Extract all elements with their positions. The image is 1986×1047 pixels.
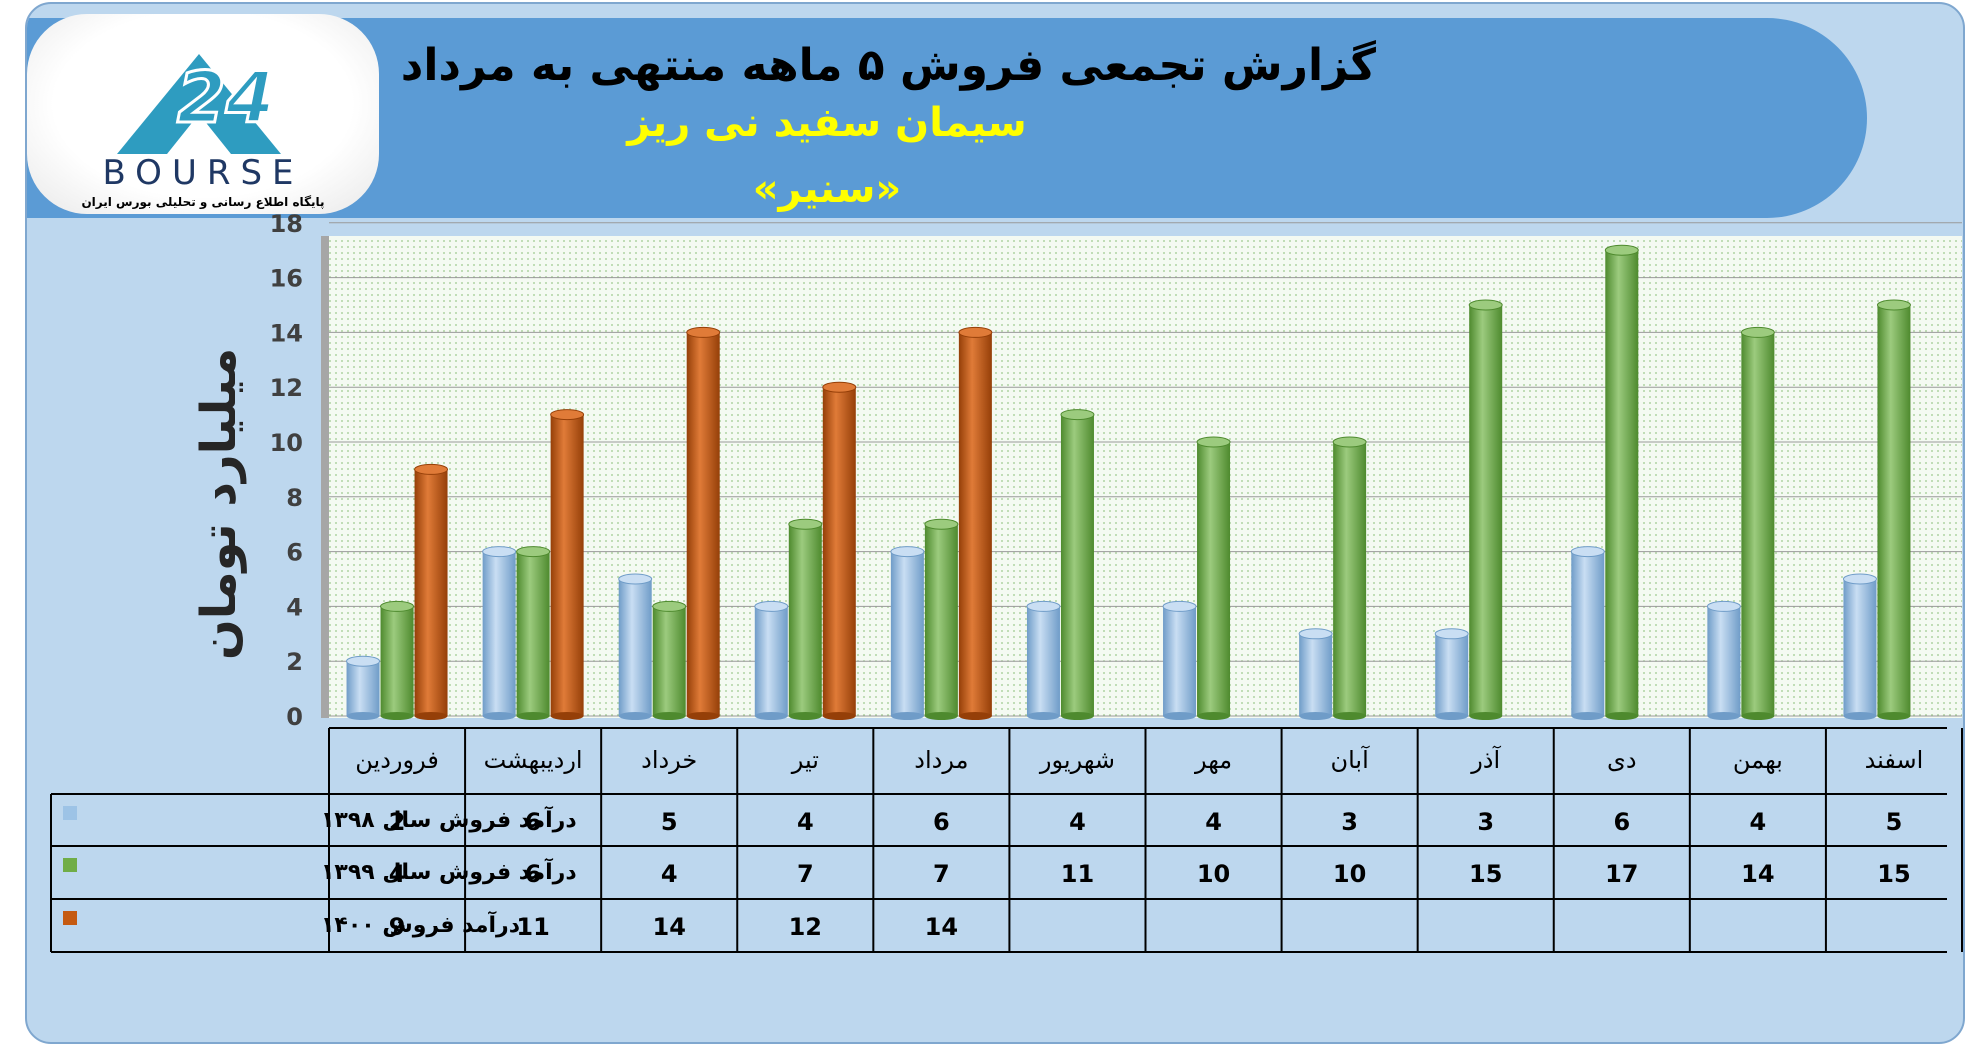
bar xyxy=(924,518,959,720)
bar xyxy=(414,463,449,720)
x-category-label: مهر xyxy=(1194,746,1232,774)
bar xyxy=(890,546,925,720)
x-category-label: فروردین xyxy=(355,746,439,774)
bar xyxy=(1876,299,1911,720)
table-cell-value: 12 xyxy=(789,913,822,941)
plot-area xyxy=(329,236,1962,718)
table-cell-value: 5 xyxy=(1886,808,1903,836)
x-category-label: دی xyxy=(1607,746,1636,774)
legend-label: درآمد فروش سال ۱۳۹۹ xyxy=(321,857,577,885)
legend-label: درآمد فروش سال ۱۳۹۸ xyxy=(321,805,577,833)
bar xyxy=(1162,600,1197,720)
bar xyxy=(516,546,551,720)
bar xyxy=(822,381,857,720)
x-category-label: اردیبهشت xyxy=(484,746,583,774)
logo-mark-icon: 24 BOURSE پایگاه اطلاع رسانی و تحلیلی بو… xyxy=(81,54,325,210)
bar xyxy=(1434,628,1469,720)
table-cell-value: 11 xyxy=(516,913,549,941)
bar xyxy=(958,326,993,720)
table-cell-value: 4 xyxy=(661,860,678,888)
table-cell-value: 6 xyxy=(525,860,542,888)
table-cell-value: 3 xyxy=(1341,808,1358,836)
bar xyxy=(788,518,823,720)
bar xyxy=(652,600,687,720)
bar xyxy=(618,573,653,720)
table-cell-value: 4 xyxy=(797,808,814,836)
x-category-label: تیر xyxy=(791,746,819,774)
y-tick-label: 4 xyxy=(286,593,303,621)
legend-swatch xyxy=(63,858,77,872)
x-category-label: خرداد xyxy=(641,746,697,774)
y-tick-label: 8 xyxy=(286,484,303,512)
y-tick-label: 12 xyxy=(270,374,303,402)
table-cell-value: 14 xyxy=(1741,860,1774,888)
table-cell-value: 6 xyxy=(525,808,542,836)
x-category-label: آبان xyxy=(1330,745,1370,774)
y-tick-label: 14 xyxy=(270,319,303,347)
bar xyxy=(1060,409,1095,720)
x-category-label: مرداد xyxy=(914,746,968,774)
legend-swatch xyxy=(63,806,77,820)
bar xyxy=(1332,436,1367,720)
table-cell-value: 15 xyxy=(1469,860,1502,888)
legend-label: درآمد فروش ۱۴۰۰ xyxy=(321,910,520,938)
bar-chart: 0 2 4 6 8 10 12 14 16 18 میلیارد تومان فروردین 2 4 9 ار… xyxy=(50,210,1963,953)
y-tick-label: 10 xyxy=(270,429,303,457)
y-tick-label: 0 xyxy=(286,703,303,731)
table-cell-value: 14 xyxy=(925,913,958,941)
logo-wordmark: BOURSE xyxy=(102,153,303,193)
bourse24-logo: 24 BOURSE پایگاه اطلاع رسانی و تحلیلی بو… xyxy=(27,14,379,214)
y-tick-label: 2 xyxy=(286,648,303,676)
table-cell-value: 4 xyxy=(1750,808,1767,836)
bar xyxy=(1604,244,1639,720)
legend-swatch xyxy=(63,911,77,925)
x-category-label: آذر xyxy=(1470,745,1501,774)
x-category-label: بهمن xyxy=(1733,746,1783,774)
table-cell-value: 2 xyxy=(389,808,406,836)
logo-tagline: پایگاه اطلاع رسانی و تحلیلی بورس ایران xyxy=(81,195,324,210)
bar xyxy=(550,409,585,720)
bar xyxy=(1026,600,1061,720)
bar xyxy=(754,600,789,720)
y-tick-label: 18 xyxy=(270,210,303,238)
table-cell-value: 6 xyxy=(1613,808,1630,836)
y-tick-label: 6 xyxy=(286,539,303,567)
bar xyxy=(1842,573,1877,720)
table-cell-value: 7 xyxy=(933,860,950,888)
y-axis-label: میلیارد تومان xyxy=(191,348,247,660)
bar xyxy=(482,546,517,720)
table-cell-value: 15 xyxy=(1877,860,1910,888)
table-cell-value: 6 xyxy=(933,808,950,836)
table-cell-value: 10 xyxy=(1197,860,1230,888)
bar xyxy=(346,655,381,720)
svg-text:24: 24 xyxy=(177,57,274,139)
x-category-label: شهریور xyxy=(1039,746,1115,774)
table-cell-value: 7 xyxy=(797,860,814,888)
bar xyxy=(1468,299,1503,720)
bar xyxy=(1706,600,1741,720)
bar xyxy=(1740,326,1775,720)
y-tick-label: 16 xyxy=(270,265,303,293)
table-cell-value: 10 xyxy=(1333,860,1366,888)
table-cell-value: 3 xyxy=(1477,808,1494,836)
company-name: سیمان سفید نی ریز xyxy=(627,100,1027,146)
plot-side-wall xyxy=(321,236,329,718)
table-cell-value: 17 xyxy=(1605,860,1638,888)
x-category-label: اسفند xyxy=(1865,746,1924,774)
table-cell-value: 5 xyxy=(661,808,678,836)
ticker-symbol: «سنیر» xyxy=(752,166,902,212)
table-cell-value: 4 xyxy=(1205,808,1222,836)
bar xyxy=(1570,546,1605,720)
table-cell-value: 4 xyxy=(1069,808,1086,836)
table-cell-value: 14 xyxy=(653,913,686,941)
bar xyxy=(380,600,415,720)
bar xyxy=(686,326,721,720)
table-cell-value: 9 xyxy=(389,913,406,941)
chart-frame: گزارش تجمعی فروش ۵ ماهه منتهی به مرداد ۱… xyxy=(25,2,1965,1044)
bar xyxy=(1298,628,1333,720)
table-cell-value: 11 xyxy=(1061,860,1094,888)
table-cell-value: 4 xyxy=(389,860,406,888)
bar xyxy=(1196,436,1231,720)
